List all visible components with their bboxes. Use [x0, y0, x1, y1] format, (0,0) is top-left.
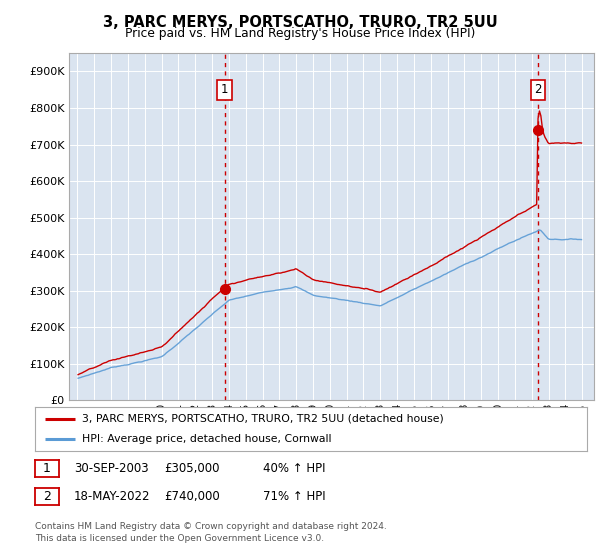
Text: 3, PARC MERYS, PORTSCATHO, TRURO, TR2 5UU: 3, PARC MERYS, PORTSCATHO, TRURO, TR2 5U… — [103, 15, 497, 30]
Text: 1: 1 — [221, 83, 229, 96]
Text: 40% ↑ HPI: 40% ↑ HPI — [263, 462, 325, 475]
Text: 30-SEP-2003: 30-SEP-2003 — [74, 462, 148, 475]
Text: £305,000: £305,000 — [164, 462, 220, 475]
Text: Price paid vs. HM Land Registry's House Price Index (HPI): Price paid vs. HM Land Registry's House … — [125, 27, 475, 40]
Text: 18-MAY-2022: 18-MAY-2022 — [74, 490, 151, 503]
Text: 71% ↑ HPI: 71% ↑ HPI — [263, 490, 325, 503]
Text: Contains HM Land Registry data © Crown copyright and database right 2024.: Contains HM Land Registry data © Crown c… — [35, 522, 386, 531]
Text: 2: 2 — [534, 83, 542, 96]
Text: This data is licensed under the Open Government Licence v3.0.: This data is licensed under the Open Gov… — [35, 534, 324, 543]
Text: 2: 2 — [43, 490, 51, 503]
Text: 1: 1 — [43, 462, 51, 475]
Text: HPI: Average price, detached house, Cornwall: HPI: Average price, detached house, Corn… — [82, 434, 331, 444]
Text: £740,000: £740,000 — [164, 490, 220, 503]
Text: 3, PARC MERYS, PORTSCATHO, TRURO, TR2 5UU (detached house): 3, PARC MERYS, PORTSCATHO, TRURO, TR2 5U… — [82, 414, 443, 424]
